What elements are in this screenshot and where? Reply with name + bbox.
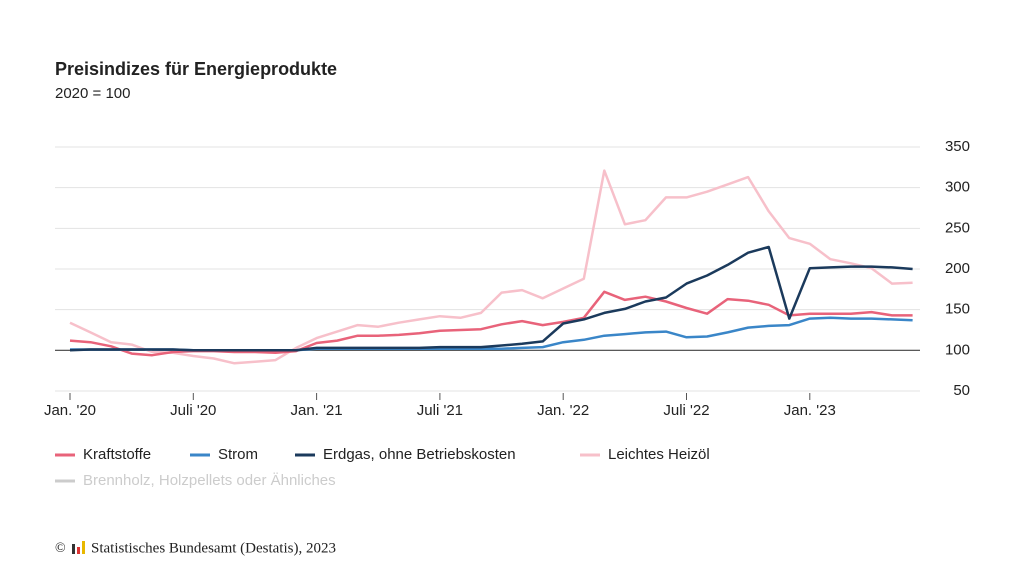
- y-tick-label: 50: [953, 382, 970, 399]
- x-tick-label: Jan. '22: [537, 402, 589, 419]
- x-tick-label: Juli '20: [170, 402, 216, 419]
- legend-label: Erdgas, ohne Betriebskosten: [323, 446, 516, 463]
- x-tick-label: Jan. '20: [44, 402, 96, 419]
- legend-label: Kraftstoffe: [83, 446, 151, 463]
- y-tick-label: 150: [945, 301, 970, 318]
- x-tick-label: Juli '22: [663, 402, 709, 419]
- legend-label: Leichtes Heizöl: [608, 446, 710, 463]
- y-tick-label: 350: [945, 138, 970, 155]
- chart-subtitle: 2020 = 100: [55, 85, 131, 102]
- x-tick-label: Juli '21: [417, 402, 463, 419]
- source: Statistisches Bundesamt (Destatis), 2023: [91, 540, 336, 556]
- x-tick-label: Jan. '23: [784, 402, 836, 419]
- y-tick-label: 250: [945, 219, 970, 236]
- y-tick-label: 100: [945, 341, 970, 358]
- series-line: [69, 169, 913, 365]
- source-icon: [72, 541, 85, 554]
- y-tick-label: 200: [945, 260, 970, 277]
- y-tick-label: 300: [945, 179, 970, 196]
- series-line: [69, 245, 913, 352]
- legend-label: Strom: [218, 446, 258, 463]
- copyright: ©: [55, 541, 66, 556]
- chart-title: Preisindizes für Energieprodukte: [55, 59, 337, 79]
- legend-label-inactive: Brennholz, Holzpellets oder Ähnliches: [83, 472, 336, 489]
- x-tick-label: Jan. '21: [291, 402, 343, 419]
